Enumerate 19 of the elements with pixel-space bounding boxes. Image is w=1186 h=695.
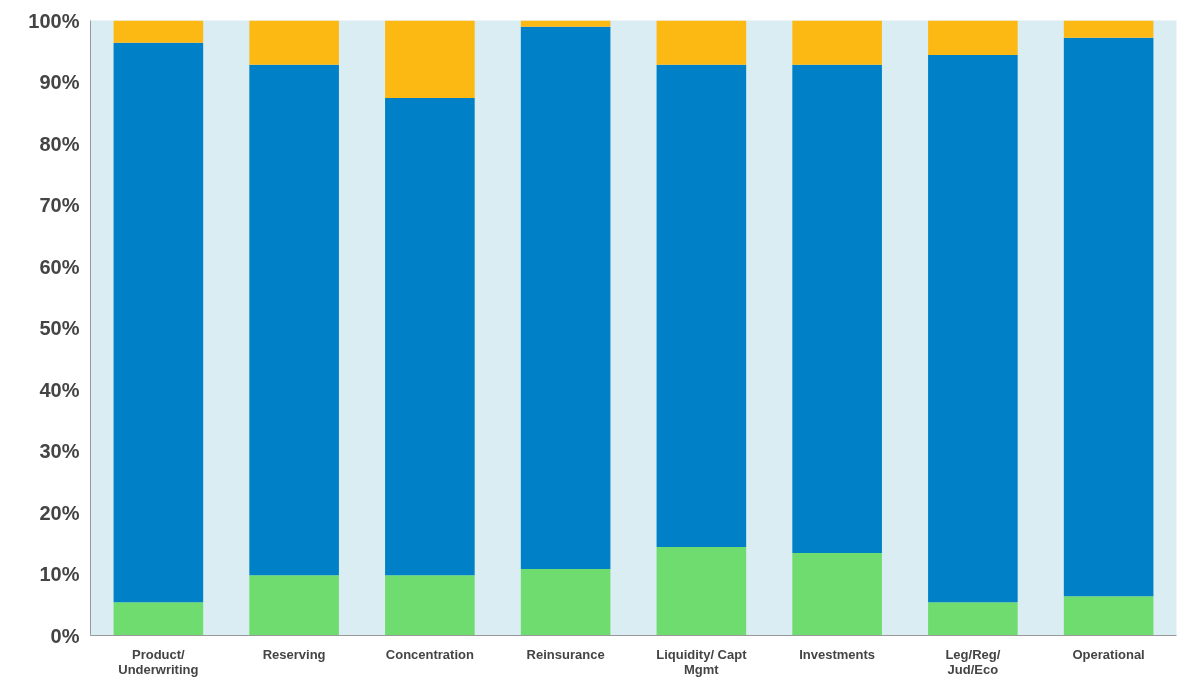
x-tick-label: Leg/Reg/ Jud/Eco	[945, 646, 1001, 677]
y-tick-label: 40%	[39, 378, 80, 401]
y-tick-label: 70%	[39, 194, 80, 216]
x-tick-label: Operational	[1072, 646, 1145, 662]
x-tick-label: Product/ Underwriting	[118, 646, 199, 677]
y-tick-label: 80%	[39, 132, 80, 155]
y-tick-label: 20%	[39, 501, 80, 524]
x-tick-label: Investments	[799, 646, 876, 662]
x-tick-label: Reserving	[262, 646, 326, 662]
y-tick-label: 50%	[39, 317, 80, 339]
x-tick-label: Reinsurance	[526, 646, 605, 662]
y-tick-label: 0%	[50, 624, 80, 647]
x-tick-label: Concentration	[385, 646, 474, 662]
y-tick-label: 30%	[39, 440, 80, 462]
y-tick-label: 90%	[39, 71, 80, 93]
y-tick-label: 100%	[28, 9, 80, 32]
x-tick-label: Liquidity/ Capt Mgmt	[656, 646, 748, 677]
y-tick-label: 10%	[39, 563, 80, 585]
y-tick-label: 60%	[39, 255, 80, 278]
